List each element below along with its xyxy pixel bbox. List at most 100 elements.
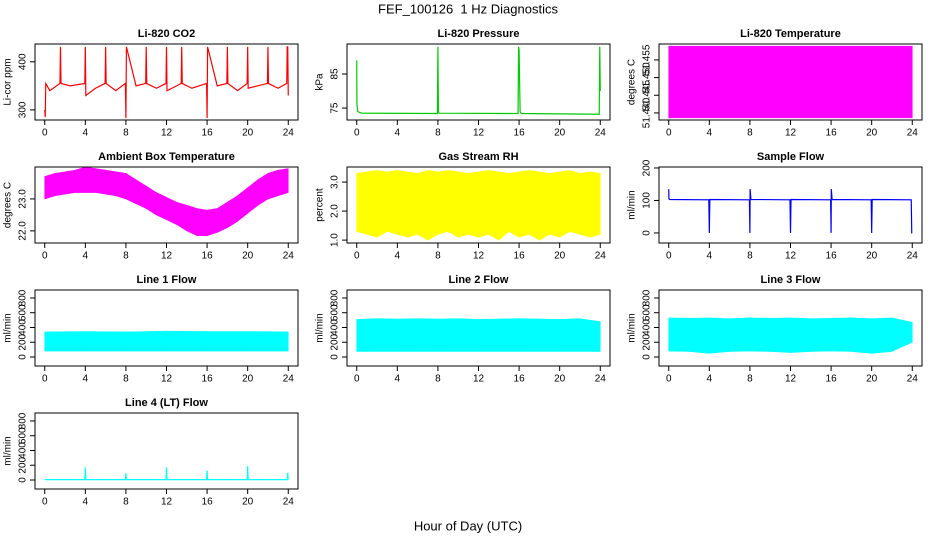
data-band	[277, 168, 289, 197]
data-band	[891, 317, 913, 352]
x-tick-label: 4	[707, 251, 713, 262]
x-tick-label: 16	[514, 128, 526, 139]
y-tick-label: 1.0	[330, 233, 341, 247]
y-axis-label: ml/min	[627, 190, 638, 219]
data-band	[539, 171, 550, 241]
y-axis-label: degrees C	[627, 59, 638, 105]
data-band	[468, 171, 479, 238]
y-tick-label: 800	[642, 289, 653, 306]
plot-data	[668, 317, 913, 354]
data-band	[871, 317, 893, 354]
x-tick-label: 12	[161, 497, 173, 508]
data-band	[427, 170, 439, 241]
x-tick-label: 0	[666, 128, 672, 139]
x-tick-label: 24	[907, 251, 919, 262]
x-tick-label: 24	[595, 251, 607, 262]
data-band	[376, 318, 398, 352]
y-tick-label: 0	[18, 354, 29, 360]
x-tick-label: 20	[554, 251, 566, 262]
x-axis-label: Hour of Day (UTC)	[414, 518, 522, 533]
plot-frame	[34, 289, 299, 367]
panel-title: Li-820 Temperature	[740, 28, 841, 40]
y-axis-label: ml/min	[3, 313, 14, 342]
data-band	[457, 318, 479, 352]
x-tick-label: 24	[283, 497, 295, 508]
y-tick-label: 22.0	[18, 221, 29, 241]
x-tick-label: 8	[747, 128, 753, 139]
x-tick-label: 0	[666, 374, 672, 385]
x-tick-label: 16	[202, 497, 214, 508]
data-band	[478, 170, 489, 238]
x-tick-label: 4	[395, 128, 401, 139]
x-tick-label: 16	[826, 128, 838, 139]
y-tick-label: 200	[642, 159, 653, 176]
x-tick-label: 8	[747, 374, 753, 385]
y-tick-label: 800	[330, 289, 341, 306]
data-band	[668, 317, 690, 352]
data-band	[105, 169, 117, 197]
data-band	[668, 45, 913, 119]
data-band	[498, 318, 520, 352]
data-band	[54, 171, 66, 197]
data-band	[156, 192, 167, 221]
y-tick-label: 600	[18, 427, 29, 444]
data-line	[668, 189, 913, 234]
panel-title: Li-820 Pressure	[438, 28, 520, 40]
x-tick-label: 12	[785, 374, 797, 385]
data-band	[135, 179, 147, 209]
data-band	[417, 170, 429, 241]
x-tick-label: 24	[907, 128, 919, 139]
x-tick-label: 0	[354, 374, 360, 385]
y-axis-label: ml/min	[315, 313, 326, 342]
panel-title: Gas Stream RH	[438, 151, 518, 163]
data-band	[166, 330, 208, 352]
x-tick-label: 24	[595, 374, 607, 385]
panel-title: Sample Flow	[757, 151, 825, 163]
y-tick-label: 3.0	[330, 175, 341, 189]
x-tick-label: 8	[747, 251, 753, 262]
x-tick-label: 20	[242, 251, 254, 262]
data-band	[528, 170, 540, 241]
data-band	[237, 187, 248, 222]
data-band	[247, 331, 289, 352]
y-tick-label: 2.0	[330, 204, 341, 218]
data-band	[569, 170, 581, 235]
x-tick-label: 12	[161, 251, 173, 262]
y-tick-label: 300	[18, 101, 29, 118]
plot-data	[44, 166, 289, 237]
x-tick-label: 20	[242, 497, 254, 508]
x-tick-label: 0	[354, 251, 360, 262]
x-tick-label: 4	[83, 128, 89, 139]
data-band	[709, 317, 730, 354]
data-band	[74, 166, 86, 193]
data-band	[549, 171, 560, 238]
x-tick-label: 4	[707, 128, 713, 139]
figure-title: FEF_100126 1 Hz Diagnostics	[378, 1, 558, 16]
x-tick-label: 20	[554, 128, 566, 139]
y-tick-label: 200	[330, 333, 341, 350]
x-tick-label: 0	[42, 128, 48, 139]
x-tick-label: 4	[395, 251, 401, 262]
y-tick-label: 51.445	[642, 80, 653, 111]
data-band	[85, 331, 127, 352]
x-tick-label: 16	[514, 251, 526, 262]
y-tick-label: 100	[642, 192, 653, 209]
y-tick-label: 200	[642, 333, 653, 350]
panel-title: Line 2 Flow	[449, 274, 509, 286]
y-tick-label: 0	[642, 230, 653, 236]
y-tick-label: 800	[18, 412, 29, 429]
y-tick-label: 200	[18, 333, 29, 350]
plot-data	[356, 170, 601, 241]
y-axis-label: ml/min	[3, 436, 14, 465]
x-tick-label: 8	[435, 251, 441, 262]
plot-data	[668, 189, 913, 234]
x-tick-label: 12	[785, 251, 797, 262]
y-axis-label: kPa	[315, 73, 326, 91]
y-axis-label: degrees C	[3, 182, 14, 228]
data-band	[166, 196, 177, 225]
data-band	[176, 201, 188, 232]
x-tick-label: 4	[83, 251, 89, 262]
y-tick-label: 400	[18, 319, 29, 336]
x-tick-label: 20	[242, 128, 254, 139]
data-band	[579, 318, 601, 352]
